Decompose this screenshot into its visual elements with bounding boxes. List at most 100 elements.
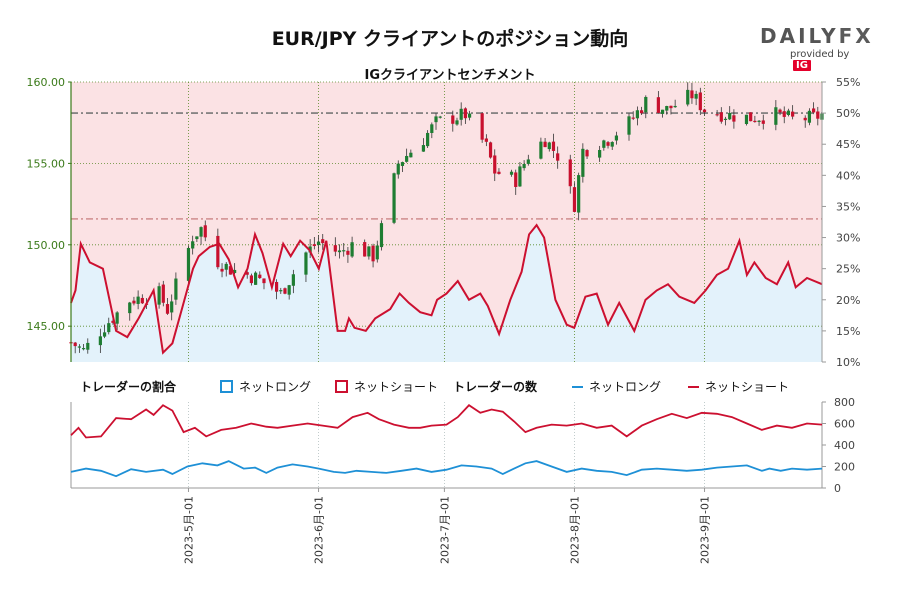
- candle-body: [610, 142, 614, 147]
- candle-body: [371, 245, 375, 262]
- candle-body: [367, 246, 371, 257]
- legend-ratio-title: トレーダーの割合: [80, 380, 177, 394]
- legend-net-long-ratio: ネットロング: [220, 378, 311, 395]
- candle-body: [233, 269, 237, 273]
- candle-body: [216, 235, 220, 268]
- candle-body: [228, 266, 233, 275]
- net-short-line-icon: [688, 386, 699, 388]
- candle-body: [602, 140, 606, 148]
- candle-body: [669, 105, 673, 109]
- pct-tick-label: 40%: [836, 169, 860, 182]
- candle-body: [283, 288, 287, 294]
- candle-body: [203, 225, 207, 238]
- chart-title: EUR/JPY クライアントのポジション動向: [271, 28, 629, 50]
- legend-net-short-count: ネットショート: [688, 378, 789, 395]
- candle-body: [518, 166, 522, 187]
- candle-body: [316, 241, 321, 246]
- candle-body: [379, 223, 384, 248]
- candle-body: [665, 106, 669, 111]
- candle-body: [761, 120, 765, 124]
- candle-body: [86, 342, 90, 350]
- candle-body: [224, 263, 228, 270]
- candle-body: [81, 348, 86, 350]
- candle-body: [572, 187, 577, 212]
- trader-count-panel: 0 200 400 600 800: [70, 396, 855, 495]
- candle-body: [375, 245, 379, 260]
- candle-body: [698, 92, 702, 111]
- provided-by-text: provided by: [790, 49, 850, 60]
- candle-body: [488, 142, 493, 158]
- date-tick-label: 2023-6月-01: [313, 496, 326, 564]
- candle-body: [702, 109, 707, 113]
- candle-body: [304, 252, 308, 275]
- candle-body: [451, 115, 455, 124]
- candle-body: [396, 163, 400, 175]
- price-sentiment-panel: 145.00 150.00 155.00 160.00 10% 15% 20% 25% 30% 3…: [27, 76, 861, 369]
- candle-body: [220, 268, 224, 272]
- net-short-square-icon: [335, 380, 348, 393]
- candle-body: [350, 242, 354, 257]
- candle-body: [459, 108, 463, 120]
- count-tick-label: 600: [834, 418, 855, 431]
- candle-body: [497, 171, 501, 174]
- count-tick-label: 400: [834, 439, 855, 452]
- candle-body: [409, 152, 413, 158]
- count-tick-label: 0: [834, 482, 841, 495]
- candle-body: [287, 285, 291, 295]
- candle-body: [467, 113, 472, 118]
- candle-body: [195, 236, 199, 240]
- candle-body: [598, 149, 602, 158]
- candle-body: [547, 142, 551, 150]
- candle-body: [543, 141, 547, 148]
- candle-body: [430, 124, 434, 133]
- candle-body: [128, 302, 132, 314]
- candle-body: [509, 171, 514, 175]
- candle-body: [812, 108, 816, 113]
- date-tick-label: 2023-7月-01: [438, 496, 451, 564]
- candle-body: [577, 175, 581, 213]
- candle-body: [686, 89, 690, 105]
- candle-body: [522, 164, 526, 169]
- candle-body: [136, 296, 140, 304]
- candle-body: [249, 275, 254, 284]
- candle-body: [606, 142, 610, 146]
- candle-body: [694, 93, 698, 99]
- candle-body: [191, 241, 195, 249]
- candle-body: [346, 250, 350, 255]
- dailyfx-logo: DAILYFX provided byIG: [760, 24, 871, 71]
- ig-badge: IG: [793, 60, 811, 71]
- candle-body: [157, 286, 161, 305]
- candle-body: [627, 116, 631, 135]
- candle-body: [438, 116, 442, 118]
- candle-body: [455, 120, 459, 125]
- candle-body: [245, 272, 249, 275]
- pct-tick-label: 25%: [836, 263, 860, 276]
- candle-body: [782, 111, 786, 117]
- candle-body: [728, 112, 732, 120]
- candle-body: [140, 297, 144, 304]
- candle-body: [186, 247, 191, 281]
- price-tick-label: 145.00: [27, 320, 66, 333]
- candle-body: [585, 150, 589, 157]
- net-long-line-icon: [572, 386, 583, 388]
- candle-body: [111, 320, 115, 323]
- candle-body: [539, 141, 543, 159]
- candle-body: [342, 250, 346, 252]
- candle-body: [170, 301, 174, 313]
- candle-body: [161, 284, 165, 303]
- candle-body: [816, 111, 820, 119]
- candle-body: [312, 244, 316, 247]
- candle-body: [392, 173, 396, 223]
- candle-body: [426, 132, 430, 147]
- price-tick-label: 155.00: [27, 157, 66, 170]
- candle-body: [274, 281, 279, 292]
- candle-body: [102, 332, 107, 337]
- candle-body: [556, 153, 560, 161]
- candle-body: [493, 155, 497, 174]
- logo-fx: FX: [838, 24, 874, 48]
- candle-body: [690, 90, 694, 99]
- net-long-count-line: [70, 460, 823, 478]
- net-long-pct-line: [70, 223, 823, 355]
- pct-tick-label: 30%: [836, 232, 860, 245]
- price-tick-label: 160.00: [27, 76, 66, 89]
